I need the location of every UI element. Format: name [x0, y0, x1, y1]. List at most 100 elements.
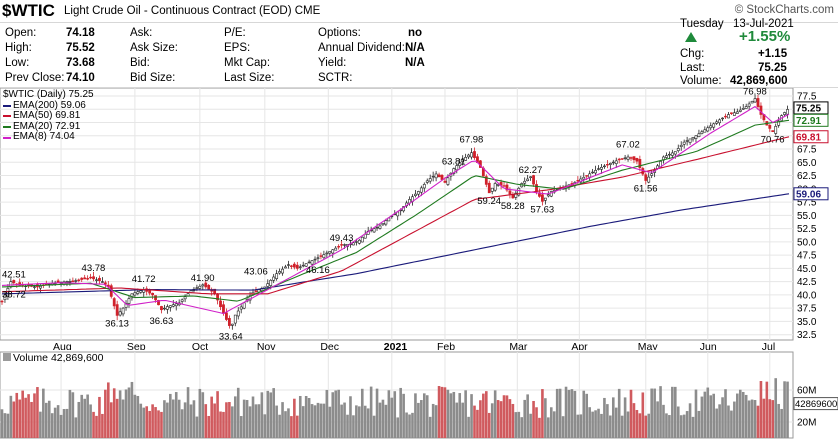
candle: [458, 159, 462, 169]
candle: [183, 294, 187, 303]
volume-bar: [195, 416, 199, 438]
volume-bar: [378, 402, 382, 438]
volume-bar: [573, 390, 577, 438]
candle: [647, 172, 651, 184]
volume-bar: [6, 413, 10, 438]
volume-bar: [603, 397, 606, 438]
volume-bar: [635, 409, 639, 438]
volume-bar: [514, 412, 518, 438]
y-tick-label: 47.5: [797, 251, 817, 262]
volume-bar: [278, 414, 281, 438]
candle: [718, 118, 722, 126]
candle-body: [446, 177, 450, 185]
candle-body: [414, 193, 417, 196]
volume-bar: [257, 404, 261, 438]
candle-body: [526, 178, 530, 181]
candle: [180, 298, 184, 305]
open-value: 74.18: [66, 27, 95, 39]
volume-bar: [62, 409, 66, 438]
volume-bars: [0, 378, 789, 438]
candle-body: [461, 159, 465, 163]
candle: [774, 123, 778, 136]
candle: [487, 180, 491, 194]
candle-body: [437, 174, 441, 178]
candle-body: [591, 171, 595, 174]
volume-bar: [496, 400, 500, 438]
candle-body: [352, 242, 355, 246]
candle-body: [68, 281, 72, 283]
volume-bar: [458, 393, 462, 438]
price-annotation: 61.56: [634, 184, 658, 195]
candle: [127, 295, 131, 308]
x-tick-label: 2021: [384, 341, 408, 350]
candle: [331, 249, 335, 258]
candle-body: [133, 292, 137, 296]
candle: [632, 156, 636, 164]
candle: [381, 222, 385, 227]
candle-body: [458, 162, 462, 166]
candle: [414, 189, 417, 198]
candle-body: [328, 251, 332, 254]
candle-body: [381, 222, 385, 226]
volume-bar: [118, 390, 122, 438]
candle: [428, 174, 432, 184]
candle-body: [484, 176, 488, 185]
volume-bar: [65, 408, 69, 438]
candle: [597, 165, 600, 171]
volume-bar: [526, 394, 529, 438]
up-arrow-icon: [685, 32, 697, 42]
candle: [549, 190, 553, 198]
volume-bar: [408, 414, 411, 438]
candle: [0, 299, 4, 305]
candle-body: [685, 140, 689, 142]
candle-body: [301, 264, 305, 267]
candle: [357, 238, 361, 245]
low-label: Low:: [5, 57, 30, 69]
candle-body: [750, 101, 754, 104]
candle-body: [233, 314, 237, 324]
candle-body: [783, 112, 786, 115]
volume-bar: [47, 400, 51, 438]
volume-bar: [95, 415, 98, 438]
legend-header: $WTIC (Daily) 75.25: [3, 89, 94, 101]
volume-bar: [623, 397, 627, 438]
x-tick-label: Dec: [320, 341, 339, 350]
volume-bar: [346, 414, 349, 438]
volume-bar: [744, 394, 748, 438]
candle-body: [307, 261, 311, 264]
candle-body: [12, 280, 16, 284]
volume-bar: [738, 389, 742, 438]
volume-bar: [393, 391, 397, 438]
candle: [508, 187, 512, 199]
volume-bar: [555, 388, 559, 438]
x-tick-label: May: [638, 341, 659, 350]
volume-panel-label: Volume 42,869,600: [3, 352, 104, 364]
candle-body: [103, 282, 107, 285]
volume-bar: [15, 392, 19, 438]
legend-swatch: [3, 136, 11, 139]
candle-body: [603, 165, 606, 168]
volume-bar: [617, 388, 621, 438]
bid-label: Bid:: [130, 57, 150, 69]
x-tick-label: Apr: [571, 341, 588, 350]
candle: [98, 275, 101, 285]
x-tick-label: Feb: [437, 341, 455, 350]
volume-bar: [328, 406, 332, 438]
candle: [437, 172, 441, 178]
volume-bar: [89, 404, 92, 438]
last-value-tag: [793, 187, 829, 201]
candle: [375, 223, 379, 231]
y-tick-label: 40.0: [797, 290, 817, 301]
volume-bar: [136, 395, 140, 438]
candle-body: [679, 144, 683, 147]
candle: [635, 157, 639, 165]
candle-body: [588, 173, 592, 178]
volume-swatch: [3, 353, 11, 361]
ema200-line: [1, 193, 790, 295]
price-annotation: 70.76: [761, 135, 785, 146]
candle-body: [529, 176, 533, 178]
volume-bar: [508, 399, 512, 438]
candle-body: [304, 263, 308, 267]
volume-bar: [609, 415, 612, 438]
volume-bar: [700, 396, 704, 438]
